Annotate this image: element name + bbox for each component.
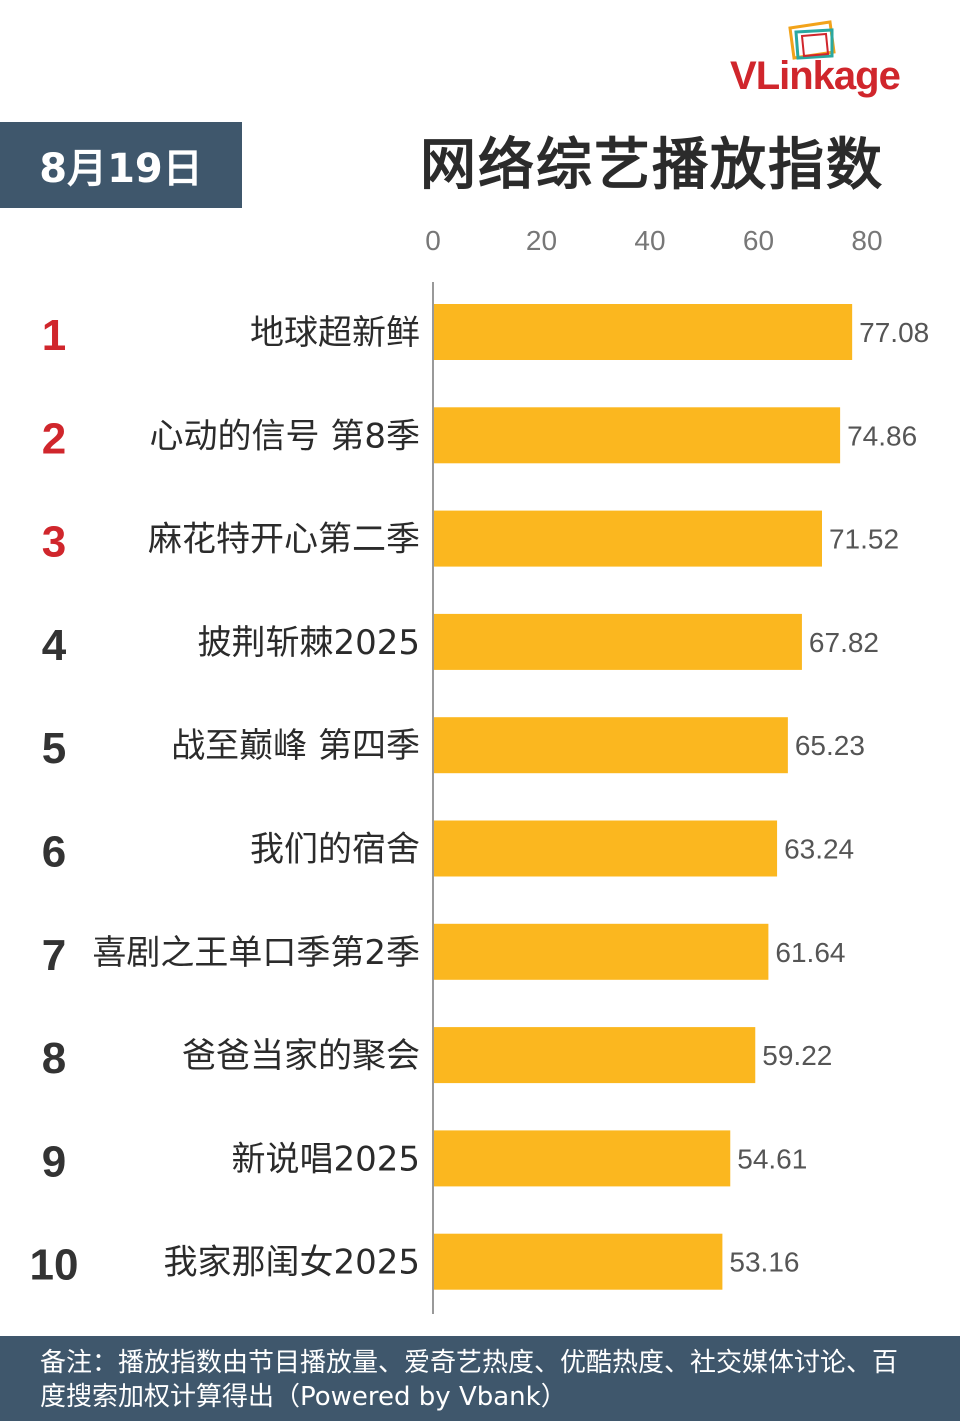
- chart-title: 网络综艺播放指数: [420, 133, 884, 198]
- rank-label: 1: [42, 311, 66, 360]
- category-label: 我家那闺女2025: [163, 1243, 420, 1283]
- x-tick-label: 80: [851, 225, 882, 256]
- bar: [434, 613, 802, 670]
- bar: [434, 510, 822, 567]
- rank-label: 4: [42, 621, 67, 670]
- bar: [434, 304, 853, 360]
- bar-value-label: 61.64: [775, 937, 845, 968]
- x-tick-label: 20: [526, 225, 557, 256]
- bar: [434, 717, 788, 774]
- rank-label: 6: [42, 828, 66, 877]
- bar-value-label: 63.24: [784, 834, 854, 865]
- category-label: 新说唱2025: [231, 1139, 420, 1179]
- bar-value-label: 65.23: [795, 730, 865, 761]
- category-label: 战至巅峰 第四季: [171, 726, 420, 766]
- logo-text: VLinkage: [730, 54, 901, 98]
- bar: [434, 1027, 756, 1084]
- rank-label: 9: [42, 1137, 66, 1186]
- rank-label: 5: [42, 724, 66, 773]
- bar: [434, 407, 841, 464]
- x-tick-label: 40: [634, 225, 665, 256]
- category-label: 披荆斩棘2025: [197, 623, 420, 663]
- rank-label: 10: [30, 1241, 79, 1290]
- category-label: 喜剧之王单口季第2季: [92, 933, 420, 973]
- date-label: 8月19日: [0, 122, 242, 208]
- bar-value-label: 77.08: [859, 317, 929, 348]
- rank-label: 3: [42, 518, 66, 567]
- rank-label: 7: [42, 931, 66, 980]
- logo-mark-icon: [788, 20, 836, 60]
- rank-label: 2: [42, 414, 66, 463]
- bar: [434, 1233, 723, 1290]
- bar-value-label: 53.16: [729, 1247, 799, 1278]
- bar: [434, 820, 778, 877]
- bar: [434, 923, 769, 980]
- bar-value-label: 54.61: [737, 1143, 807, 1174]
- x-tick-label: 60: [743, 225, 774, 256]
- bar-value-label: 71.52: [829, 524, 899, 555]
- x-tick-label: 0: [425, 225, 441, 256]
- bar-value-label: 67.82: [809, 627, 879, 658]
- category-label: 爸爸当家的聚会: [182, 1036, 420, 1076]
- rank-label: 8: [42, 1034, 66, 1083]
- footer-note-panel: 备注：播放指数由节目播放量、爱奇艺热度、优酷热度、社交媒体讨论、百度搜索加权计算…: [0, 1336, 960, 1421]
- bar-chart: 0 20 40 60 80 77.08 地球超新鲜 1 74.86 心动的信号 第8季 2 71.52…: [30, 225, 929, 1314]
- bar-value-label: 59.22: [762, 1040, 832, 1071]
- category-label: 我们的宿舍: [250, 830, 420, 870]
- bar-value-label: 74.86: [847, 420, 917, 451]
- bar: [434, 1130, 731, 1187]
- category-label: 心动的信号 第8季: [150, 416, 420, 456]
- vlinkage-logo: VLinkage: [730, 18, 952, 102]
- category-label: 麻花特开心第二季: [148, 520, 420, 560]
- footer-note: 备注：播放指数由节目播放量、爱奇艺热度、优酷热度、社交媒体讨论、百度搜索加权计算…: [40, 1348, 899, 1412]
- category-label: 地球超新鲜: [250, 313, 420, 353]
